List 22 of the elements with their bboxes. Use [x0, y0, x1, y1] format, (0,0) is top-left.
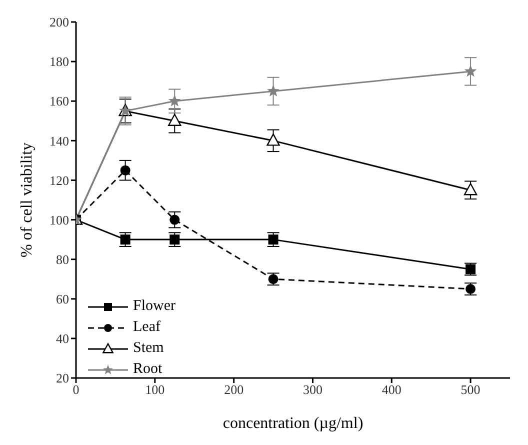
x-tick-label: 200 — [224, 382, 244, 398]
legend-label: Stem — [133, 340, 164, 357]
y-tick-label: 200 — [50, 14, 69, 30]
x-tick-label: 0 — [72, 382, 80, 398]
y-tick-label: 100 — [50, 212, 69, 228]
x-axis-title: concentration (µg/ml) — [222, 415, 364, 432]
y-tick-label: 20 — [56, 370, 69, 386]
x-tick-label: 500 — [460, 382, 480, 398]
y-tick-label: 180 — [50, 54, 69, 70]
x-tick-label: 100 — [145, 382, 165, 398]
legend-label: Root — [133, 361, 162, 378]
y-tick-label: 140 — [50, 133, 69, 148]
y-tick-label: 160 — [50, 94, 69, 109]
x-tick-label: 400 — [382, 382, 402, 398]
y-tick-label: 60 — [56, 292, 69, 307]
y-tick-label: 80 — [56, 252, 69, 267]
y-axis-title: % of cell viability — [18, 142, 36, 258]
legend-label: Leaf — [133, 319, 160, 336]
x-tick-label: 300 — [302, 382, 322, 398]
legend-label: Flower — [133, 298, 176, 315]
y-tick-label: 120 — [50, 172, 69, 188]
y-tick-label: 40 — [56, 331, 69, 346]
